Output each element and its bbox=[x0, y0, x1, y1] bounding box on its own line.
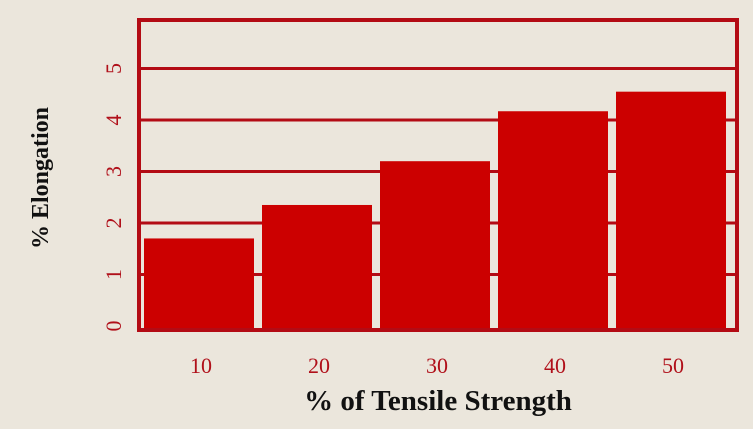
x-tick-40: 40 bbox=[544, 353, 566, 378]
x-axis-title: % of Tensile Strength bbox=[304, 385, 572, 417]
x-tick-20: 20 bbox=[308, 353, 330, 378]
bar-50 bbox=[616, 91, 726, 328]
y-tick-2: 2 bbox=[101, 218, 126, 229]
y-tick-labels: 0 1 2 3 4 5 bbox=[101, 63, 126, 332]
bar-40 bbox=[498, 111, 608, 329]
x-tick-50: 50 bbox=[662, 353, 684, 378]
y-tick-3: 3 bbox=[101, 166, 126, 177]
bars bbox=[144, 91, 726, 329]
y-tick-4: 4 bbox=[101, 115, 126, 126]
x-tick-10: 10 bbox=[190, 353, 212, 378]
bar-30 bbox=[380, 161, 490, 328]
bar-10 bbox=[144, 238, 254, 328]
bar-20 bbox=[262, 204, 372, 328]
y-tick-0: 0 bbox=[101, 321, 126, 332]
y-tick-1: 1 bbox=[101, 269, 126, 280]
y-axis-title: % Elongation bbox=[28, 107, 54, 249]
y-tick-5: 5 bbox=[101, 63, 126, 74]
x-tick-labels: 10 20 30 40 50 bbox=[190, 353, 684, 378]
x-tick-30: 30 bbox=[426, 353, 448, 378]
plot-frame bbox=[137, 18, 739, 332]
